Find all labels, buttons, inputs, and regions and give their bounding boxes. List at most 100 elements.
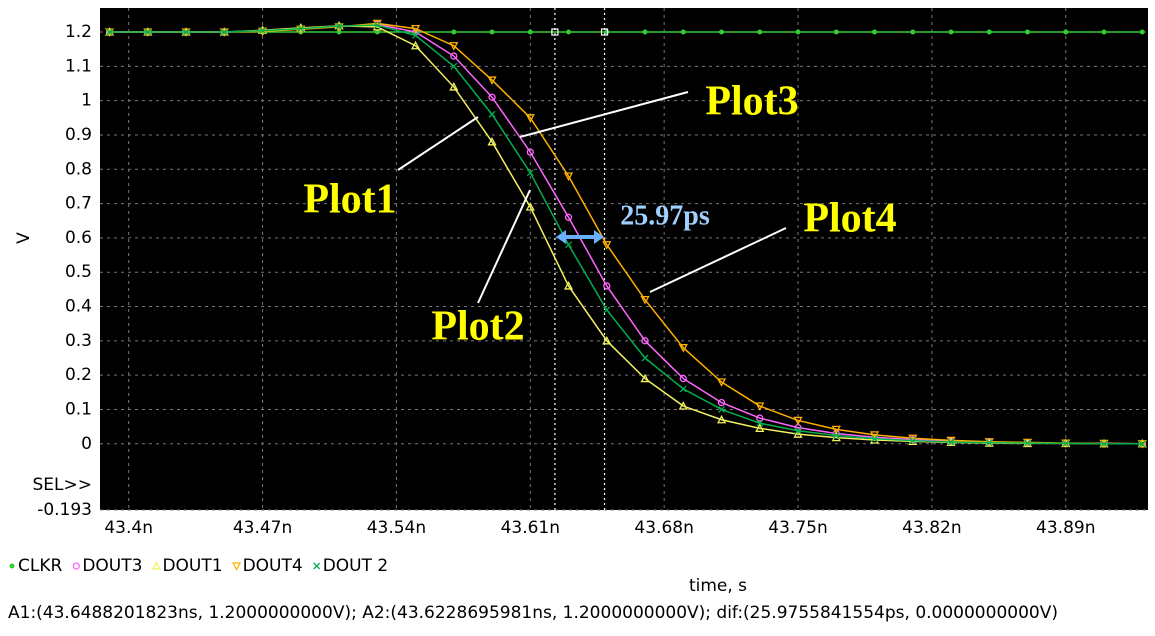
y-tick-label: 0.4 [65, 297, 92, 317]
marker [313, 562, 321, 570]
marker [719, 29, 725, 35]
y-tick-label: 1.1 [65, 56, 92, 76]
legend-label: DOUT1 [162, 556, 222, 576]
marker [451, 29, 457, 35]
marker [910, 29, 916, 35]
marker [151, 561, 162, 570]
marker [297, 25, 305, 33]
marker [563, 281, 574, 290]
marker [9, 563, 15, 569]
marker [948, 29, 954, 35]
marker [1100, 440, 1108, 448]
marker [259, 27, 267, 35]
marker [679, 374, 687, 383]
marker [1025, 29, 1031, 35]
marker [1139, 29, 1145, 35]
marker [640, 296, 650, 305]
marker [526, 169, 534, 177]
series-line [109, 24, 1143, 445]
marker [525, 202, 535, 211]
arrow-head [594, 230, 604, 244]
annotation: Plot1 [303, 177, 396, 223]
series [106, 21, 1146, 448]
y-tick-label: 0 [81, 434, 92, 454]
marker [985, 439, 993, 447]
marker [641, 354, 649, 362]
marker [412, 31, 420, 39]
marker [603, 306, 611, 314]
legend-item: DOUT4 [231, 556, 303, 576]
marker [986, 29, 992, 35]
marker [756, 419, 764, 427]
annotation: Plot3 [705, 79, 798, 125]
marker [793, 416, 803, 426]
marker [487, 136, 497, 146]
cursor-readout: A1:(43.6488201823ns, 1.2000000000V); A2:… [8, 603, 1058, 623]
marker [527, 29, 533, 35]
x-tick-label: 43.54n [367, 518, 426, 538]
marker [565, 241, 572, 249]
marker [450, 62, 458, 70]
marker [1062, 439, 1070, 447]
marker [604, 29, 610, 35]
sel-label: SEL>> [33, 475, 93, 495]
y-tick-label: 0.1 [65, 399, 92, 419]
marker [182, 28, 190, 36]
marker [566, 29, 572, 35]
y-tick-label: 0.2 [65, 365, 92, 385]
y-tick-label: 0.7 [65, 194, 92, 214]
marker [410, 24, 421, 34]
marker [602, 335, 612, 345]
legend-item: DOUT 2 [313, 556, 389, 576]
marker [526, 148, 534, 156]
marker [564, 213, 573, 221]
legend-item: DOUT3 [72, 556, 142, 576]
leader-line [477, 189, 531, 304]
marker [373, 21, 381, 29]
marker [716, 414, 727, 424]
marker [831, 425, 841, 435]
x-tick-label: 43.47n [233, 518, 292, 538]
marker [449, 82, 459, 91]
legend-item: CLKR [9, 556, 62, 576]
marker [410, 40, 421, 50]
marker [449, 42, 459, 51]
marker [1101, 29, 1107, 35]
leader-line [519, 91, 689, 138]
y-tick-label: 0.9 [65, 125, 92, 145]
marker [106, 28, 114, 36]
legend-label: DOUT 2 [323, 556, 389, 576]
leader-line [397, 116, 479, 171]
arrow-head [556, 230, 566, 244]
dif-arrow [556, 230, 604, 244]
marker [488, 110, 496, 118]
marker [909, 437, 917, 445]
marker [1138, 440, 1146, 448]
y-tick-label: 0.3 [65, 331, 92, 351]
marker [220, 28, 228, 36]
annotation: Plot2 [431, 304, 524, 350]
y-tick-label: 0.8 [65, 159, 92, 179]
x-tick-label: 43.61n [501, 518, 560, 538]
x-tick-label: 43.4n [104, 518, 153, 538]
marker [489, 29, 495, 35]
marker [678, 344, 688, 353]
marker [680, 29, 686, 35]
marker [872, 29, 878, 35]
marker [374, 29, 380, 35]
x-tick-label: 43.75n [768, 518, 827, 538]
marker [947, 438, 955, 446]
y-tick-label: -0.193 [37, 500, 92, 520]
annotation-leaders [397, 91, 787, 304]
marker [757, 29, 763, 35]
legend-label: DOUT3 [82, 556, 142, 576]
marker [640, 373, 650, 383]
legend-item: DOUT1 [151, 556, 223, 576]
marker [755, 423, 765, 432]
y-tick-label: 0.6 [65, 228, 92, 248]
plot-area [100, 8, 1148, 510]
marker [718, 406, 725, 413]
marker [72, 562, 80, 570]
x-tick-label: 43.82n [902, 518, 961, 538]
